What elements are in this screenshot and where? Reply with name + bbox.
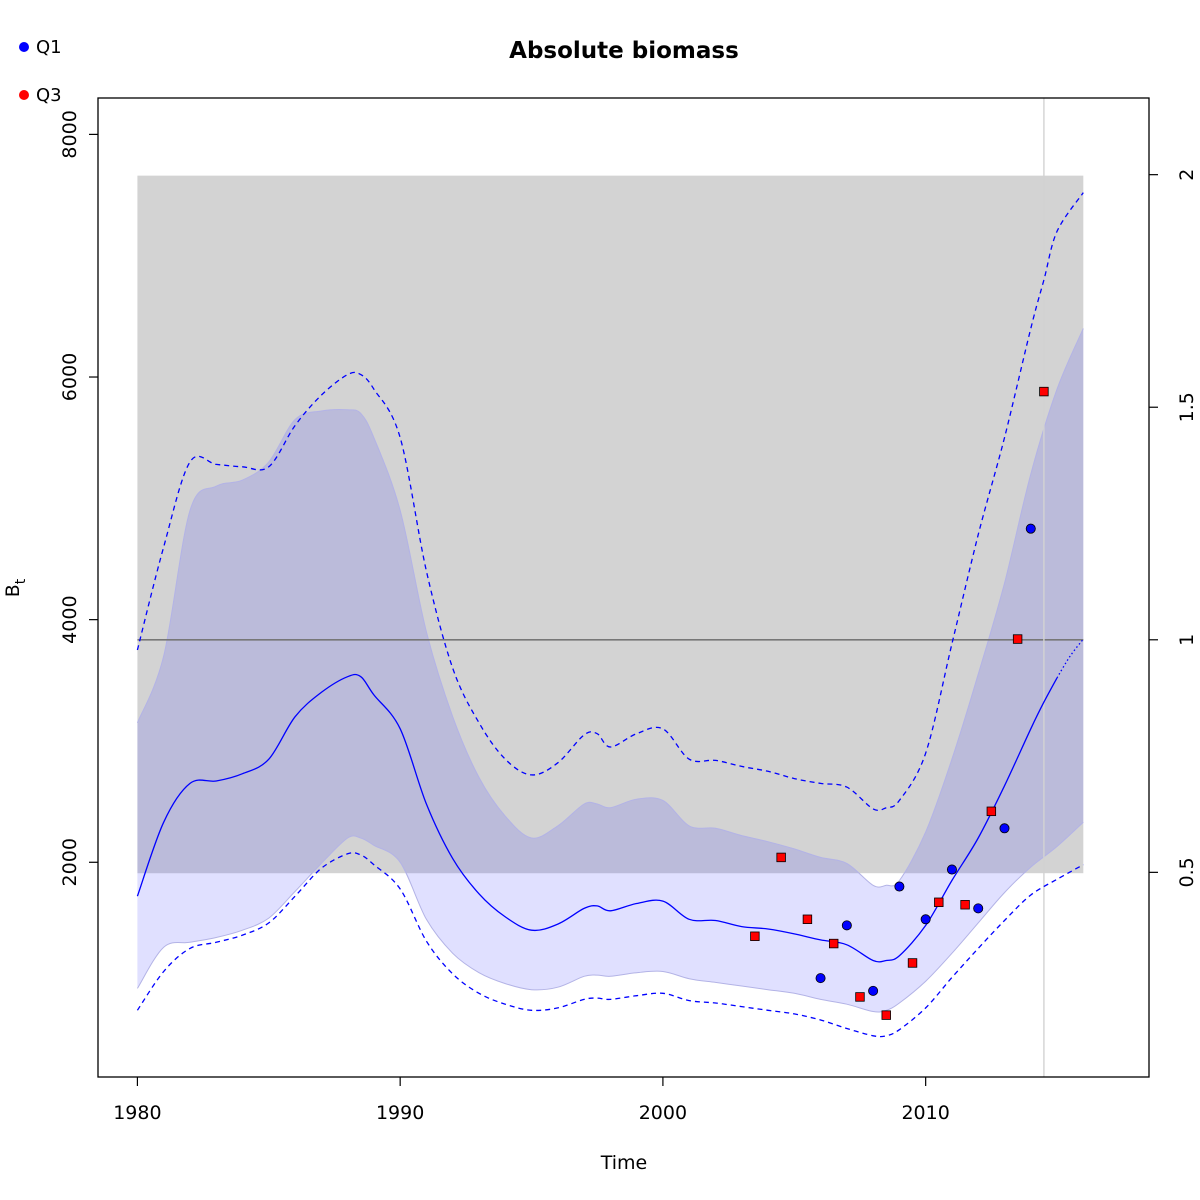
series-line-ci-upper xyxy=(136,192,1084,812)
point-q1 xyxy=(973,903,984,914)
right-axis: 0.5 1 1.5 2 xyxy=(1149,169,1198,887)
point-q1 xyxy=(1025,523,1036,534)
y-tick-label: 4000 xyxy=(59,595,81,643)
point-q3 xyxy=(1039,386,1049,397)
point-q3 xyxy=(802,914,813,924)
band-layer xyxy=(136,328,1084,1013)
y-axis-title-sub: t xyxy=(13,578,29,584)
right-tick-label: 0.5 xyxy=(1176,857,1198,887)
x-axis-title: Time xyxy=(600,1152,648,1174)
band-lower-edge xyxy=(136,821,1084,1013)
legend-q3-label: Q3 xyxy=(36,85,62,106)
right-tick-label: 1 xyxy=(1176,634,1198,646)
point-q3 xyxy=(907,958,918,968)
chart-title: Absolute biomass xyxy=(509,38,739,64)
x-tick-label: 1990 xyxy=(376,1102,424,1124)
legend: Q1 Q3 xyxy=(19,37,62,106)
svg-text:Bt: Bt xyxy=(2,578,29,597)
point-q3 xyxy=(1012,634,1023,644)
point-q1 xyxy=(841,920,852,931)
y-axis-title-main: B xyxy=(2,584,24,597)
band-upper-edge xyxy=(136,328,1084,888)
y-axis: 2000 4000 6000 8000 xyxy=(59,110,98,886)
point-q1 xyxy=(999,823,1010,834)
right-tick-label: 2 xyxy=(1176,169,1198,181)
point-q1 xyxy=(868,985,879,996)
y-tick-label: 6000 xyxy=(59,353,81,401)
x-tick-label: 1980 xyxy=(113,1102,161,1124)
point-q3 xyxy=(750,931,760,941)
point-q3 xyxy=(960,900,970,910)
point-q1 xyxy=(894,881,905,892)
y-tick-label: 2000 xyxy=(59,838,81,886)
point-q3 xyxy=(829,938,839,949)
point-q3 xyxy=(881,1010,891,1020)
point-q3 xyxy=(934,897,944,908)
series-line-b-estimate xyxy=(136,673,1058,963)
y-axis-title: Bt xyxy=(2,578,29,597)
series-line-ci-lower xyxy=(136,852,1084,1038)
point-q1 xyxy=(946,864,957,875)
band-overlap xyxy=(137,328,1084,874)
points-layer xyxy=(750,386,1049,1020)
y-tick-label: 8000 xyxy=(59,110,81,158)
legend-q1-marker xyxy=(19,42,29,52)
point-q3 xyxy=(855,992,865,1002)
point-q3 xyxy=(776,852,786,863)
plot-frame xyxy=(97,97,1150,1078)
x-tick-label: 2010 xyxy=(901,1102,949,1124)
legend-q3-marker xyxy=(19,90,29,100)
point-q1 xyxy=(920,914,931,925)
point-q1 xyxy=(815,973,826,984)
legend-q1-label: Q1 xyxy=(36,37,62,58)
lines-layer xyxy=(136,98,1084,1077)
x-tick-label: 2000 xyxy=(639,1102,687,1124)
point-q3 xyxy=(986,806,997,817)
x-axis: 1980 1990 2000 2010 xyxy=(113,1077,950,1124)
right-tick-label: 1.5 xyxy=(1176,392,1198,422)
